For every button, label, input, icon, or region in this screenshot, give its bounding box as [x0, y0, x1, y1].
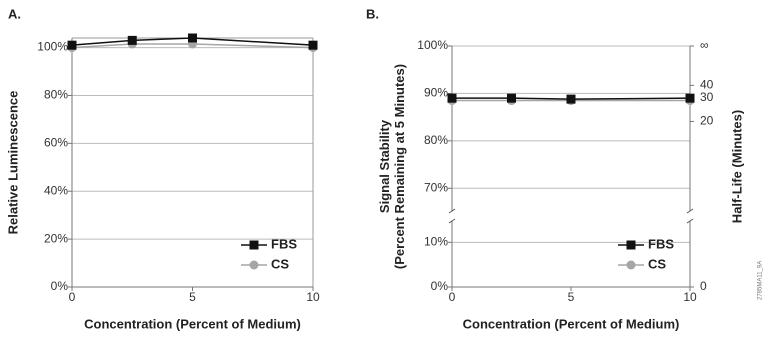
marker: [308, 40, 318, 50]
marker: [447, 93, 457, 103]
series-line: [71, 43, 314, 49]
x-tick-label: 10: [306, 290, 320, 304]
legend-marker: [626, 240, 636, 250]
series-line: [71, 37, 314, 46]
y-tick-label: 0%: [51, 279, 69, 293]
y-axis-title: Signal Stability(Percent Remaining at 5 …: [377, 64, 407, 269]
x-tick-label: 10: [683, 290, 697, 304]
x-axis-title: Concentration (Percent of Medium): [84, 316, 301, 331]
y-tick-label: 80%: [424, 133, 448, 147]
x-tick-label: 0: [449, 290, 456, 304]
panel-label: B.: [366, 6, 379, 21]
y2-tick-label: 30: [700, 90, 714, 104]
y-tick-label: 10%: [424, 235, 448, 249]
marker: [188, 33, 197, 43]
x-tick-label: 0: [69, 290, 76, 304]
y2-tick-label: 20: [700, 114, 714, 128]
marker: [685, 93, 695, 103]
axis-break: [448, 218, 456, 224]
y-tick-label: 40%: [44, 183, 68, 197]
marker: [566, 94, 576, 104]
y-axis-title: Relative Luminescence: [5, 91, 20, 235]
legend-marker: [249, 260, 259, 270]
y2-tick-label: 0: [700, 279, 707, 293]
y-tick-label: 60%: [44, 136, 68, 150]
legend-marker: [626, 260, 636, 270]
legend-label: FBS: [271, 236, 297, 251]
legend-label: CS: [271, 256, 289, 271]
marker: [67, 40, 77, 50]
y-tick-label: 0%: [431, 279, 449, 293]
legend-label: CS: [648, 256, 666, 271]
axis-break: [448, 208, 456, 214]
legend-marker: [249, 240, 259, 250]
y-tick-label: 100%: [417, 38, 448, 52]
marker: [127, 35, 137, 45]
x-axis-title: Concentration (Percent of Medium): [463, 316, 680, 331]
y-tick-label: 20%: [44, 231, 68, 245]
x-tick-label: 5: [189, 290, 196, 304]
figure-code: 2785MA11_9A: [758, 261, 764, 300]
chart-panel: A. 0% 20% 40% 60% 80% 100% 0 5 10 Concentration (P…: [5, 6, 320, 331]
series-line: [452, 97, 691, 100]
y-tick-label: 100%: [37, 40, 68, 54]
y-tick-label: 90%: [424, 86, 448, 100]
y2-tick-label: 40: [700, 78, 714, 92]
y-tick-label: 70%: [424, 180, 448, 194]
y2-axis-title: Half-Life (Minutes): [729, 110, 744, 223]
x-tick-label: 5: [568, 290, 575, 304]
legend-label: FBS: [648, 236, 674, 251]
marker: [507, 93, 516, 103]
panel-label: A.: [8, 6, 21, 21]
y2-tick-label: ∞: [700, 38, 709, 52]
y-tick-label: 80%: [44, 88, 68, 102]
